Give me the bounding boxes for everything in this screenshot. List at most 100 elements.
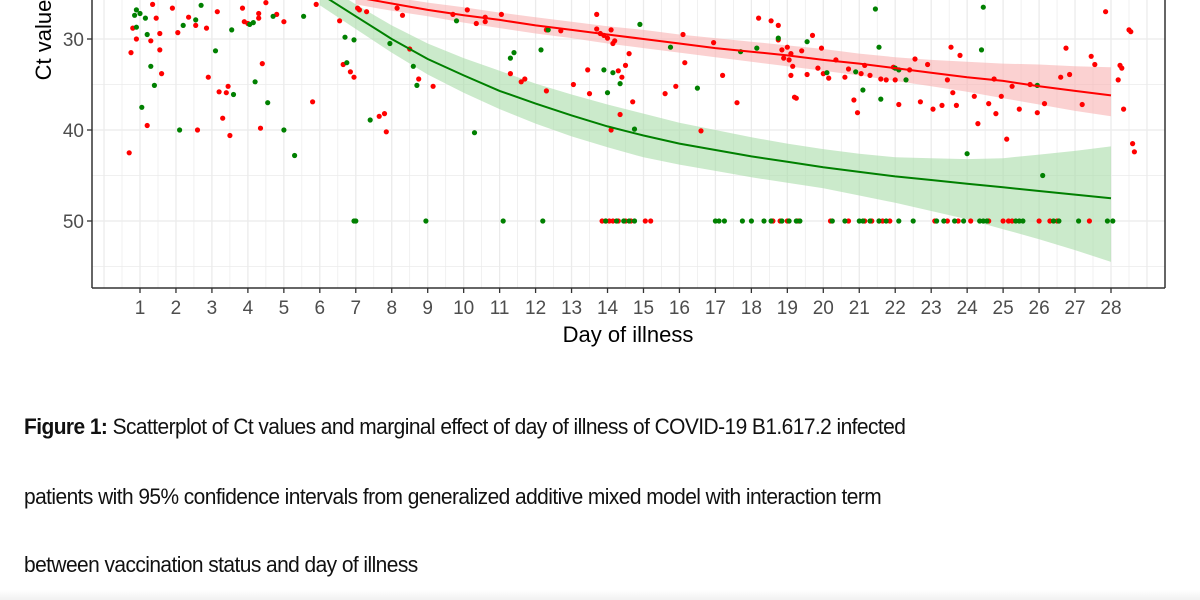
- red-data-point: [986, 101, 992, 107]
- red-data-point: [1034, 110, 1040, 116]
- red-data-point-negative: [642, 218, 648, 224]
- red-data-point: [214, 9, 220, 15]
- green-data-point: [964, 151, 970, 157]
- red-data-point: [788, 72, 794, 78]
- green-data-point: [230, 91, 237, 98]
- red-data-point: [779, 47, 785, 53]
- green-data-point: [775, 35, 781, 41]
- x-tick-label: 26: [1029, 298, 1050, 319]
- red-data-point: [464, 7, 470, 13]
- green-data-point-negative: [797, 218, 803, 224]
- green-data-point-negative: [984, 218, 990, 224]
- green-data-point: [132, 12, 138, 18]
- red-data-point: [896, 101, 902, 108]
- x-tick-label: 17: [705, 298, 726, 319]
- red-data-point: [842, 74, 848, 80]
- red-data-point: [416, 76, 422, 82]
- red-data-point: [786, 57, 792, 63]
- green-data-point: [538, 47, 544, 53]
- green-data-point: [804, 39, 810, 45]
- red-data-point-negative: [1009, 218, 1015, 224]
- red-data-point: [1130, 141, 1136, 147]
- red-data-point: [594, 26, 600, 32]
- red-data-point: [867, 72, 873, 78]
- red-data-point: [1016, 106, 1022, 112]
- x-axis-ticks: 1 2 3 4 5 6 7 8 9 10 11 12 13 14 15 16 17 18 19 20 21 22 23 24 2…: [135, 288, 1122, 319]
- red-data-point: [851, 97, 857, 103]
- red-data-point: [630, 99, 636, 105]
- red-data-point: [756, 15, 762, 21]
- red-data-point: [518, 79, 524, 85]
- green-data-point: [229, 27, 235, 33]
- green-data-point-negative: [952, 218, 958, 224]
- x-tick-label: 7: [350, 298, 361, 319]
- green-data-point-negative: [1056, 218, 1062, 224]
- green-data-point-negative: [977, 218, 983, 224]
- figure-caption-text: Scatterplot of Ct values and marginal ef…: [107, 414, 906, 439]
- figure-caption-line-3: between vaccination status and day of il…: [24, 552, 418, 577]
- y-axis-ticks: 30 40 50: [63, 30, 92, 233]
- red-data-point: [615, 68, 621, 74]
- red-data-point: [148, 38, 154, 44]
- red-data-point: [953, 102, 960, 108]
- red-data-point: [356, 7, 362, 13]
- green-data-point-negative: [1020, 218, 1026, 224]
- grid-lines: [92, 0, 1166, 288]
- green-data-point: [631, 126, 638, 132]
- red-data-point: [383, 129, 389, 135]
- green-data-point-negative: [423, 218, 429, 224]
- green-data-point: [617, 81, 623, 87]
- green-data-point: [876, 44, 882, 50]
- red-data-point: [673, 83, 679, 89]
- red-data-point: [186, 14, 192, 20]
- red-data-point: [128, 50, 134, 56]
- red-data-point: [310, 99, 316, 105]
- green-data-point: [133, 7, 139, 13]
- red-data-point: [711, 40, 717, 46]
- x-tick-label: 14: [597, 298, 619, 319]
- red-data-point: [854, 110, 861, 116]
- red-data-point: [347, 69, 353, 75]
- red-data-point: [150, 1, 156, 7]
- red-data-point: [944, 77, 951, 83]
- green-data-point-negative: [786, 218, 792, 224]
- red-data-point: [126, 150, 132, 156]
- red-data-point: [815, 65, 821, 71]
- red-data-point: [1088, 53, 1094, 59]
- green-data-point: [824, 70, 830, 76]
- x-tick-label: 6: [315, 298, 326, 319]
- red-data-point-negative: [599, 218, 605, 224]
- red-data-point: [1128, 29, 1134, 35]
- green-data-point: [872, 6, 879, 12]
- red-data-point: [1058, 74, 1064, 80]
- green-data-point: [754, 45, 760, 51]
- axes: [91, 0, 1166, 289]
- green-data-point: [180, 22, 186, 28]
- green-data-point-negative: [856, 218, 862, 224]
- green-data-point: [144, 31, 150, 38]
- green-data-point: [387, 40, 393, 47]
- green-data-point: [667, 44, 674, 50]
- green-data-point: [142, 15, 148, 21]
- red-data-point: [1063, 45, 1069, 51]
- red-data-point: [775, 22, 781, 28]
- figure-caption-line-2: patients with 95% confidence intervals f…: [24, 484, 882, 509]
- red-data-point: [216, 89, 222, 95]
- red-data-point: [809, 32, 816, 39]
- green-data-point: [878, 96, 884, 102]
- green-data-point: [694, 85, 701, 91]
- red-data-point: [804, 71, 810, 78]
- red-data-point: [626, 51, 632, 57]
- green-data-point-negative: [761, 218, 767, 224]
- red-data-point: [259, 61, 265, 67]
- red-data-point: [376, 113, 382, 119]
- green-data-point-negative: [626, 218, 632, 224]
- red-data-point: [619, 74, 625, 80]
- red-data-point: [263, 0, 269, 6]
- red-data-point: [734, 100, 740, 106]
- red-data-point: [1079, 101, 1085, 108]
- red-data-point: [256, 15, 262, 21]
- red-data-point: [608, 127, 614, 133]
- red-data-point-negative: [944, 218, 951, 224]
- green-data-point-negative: [910, 218, 916, 224]
